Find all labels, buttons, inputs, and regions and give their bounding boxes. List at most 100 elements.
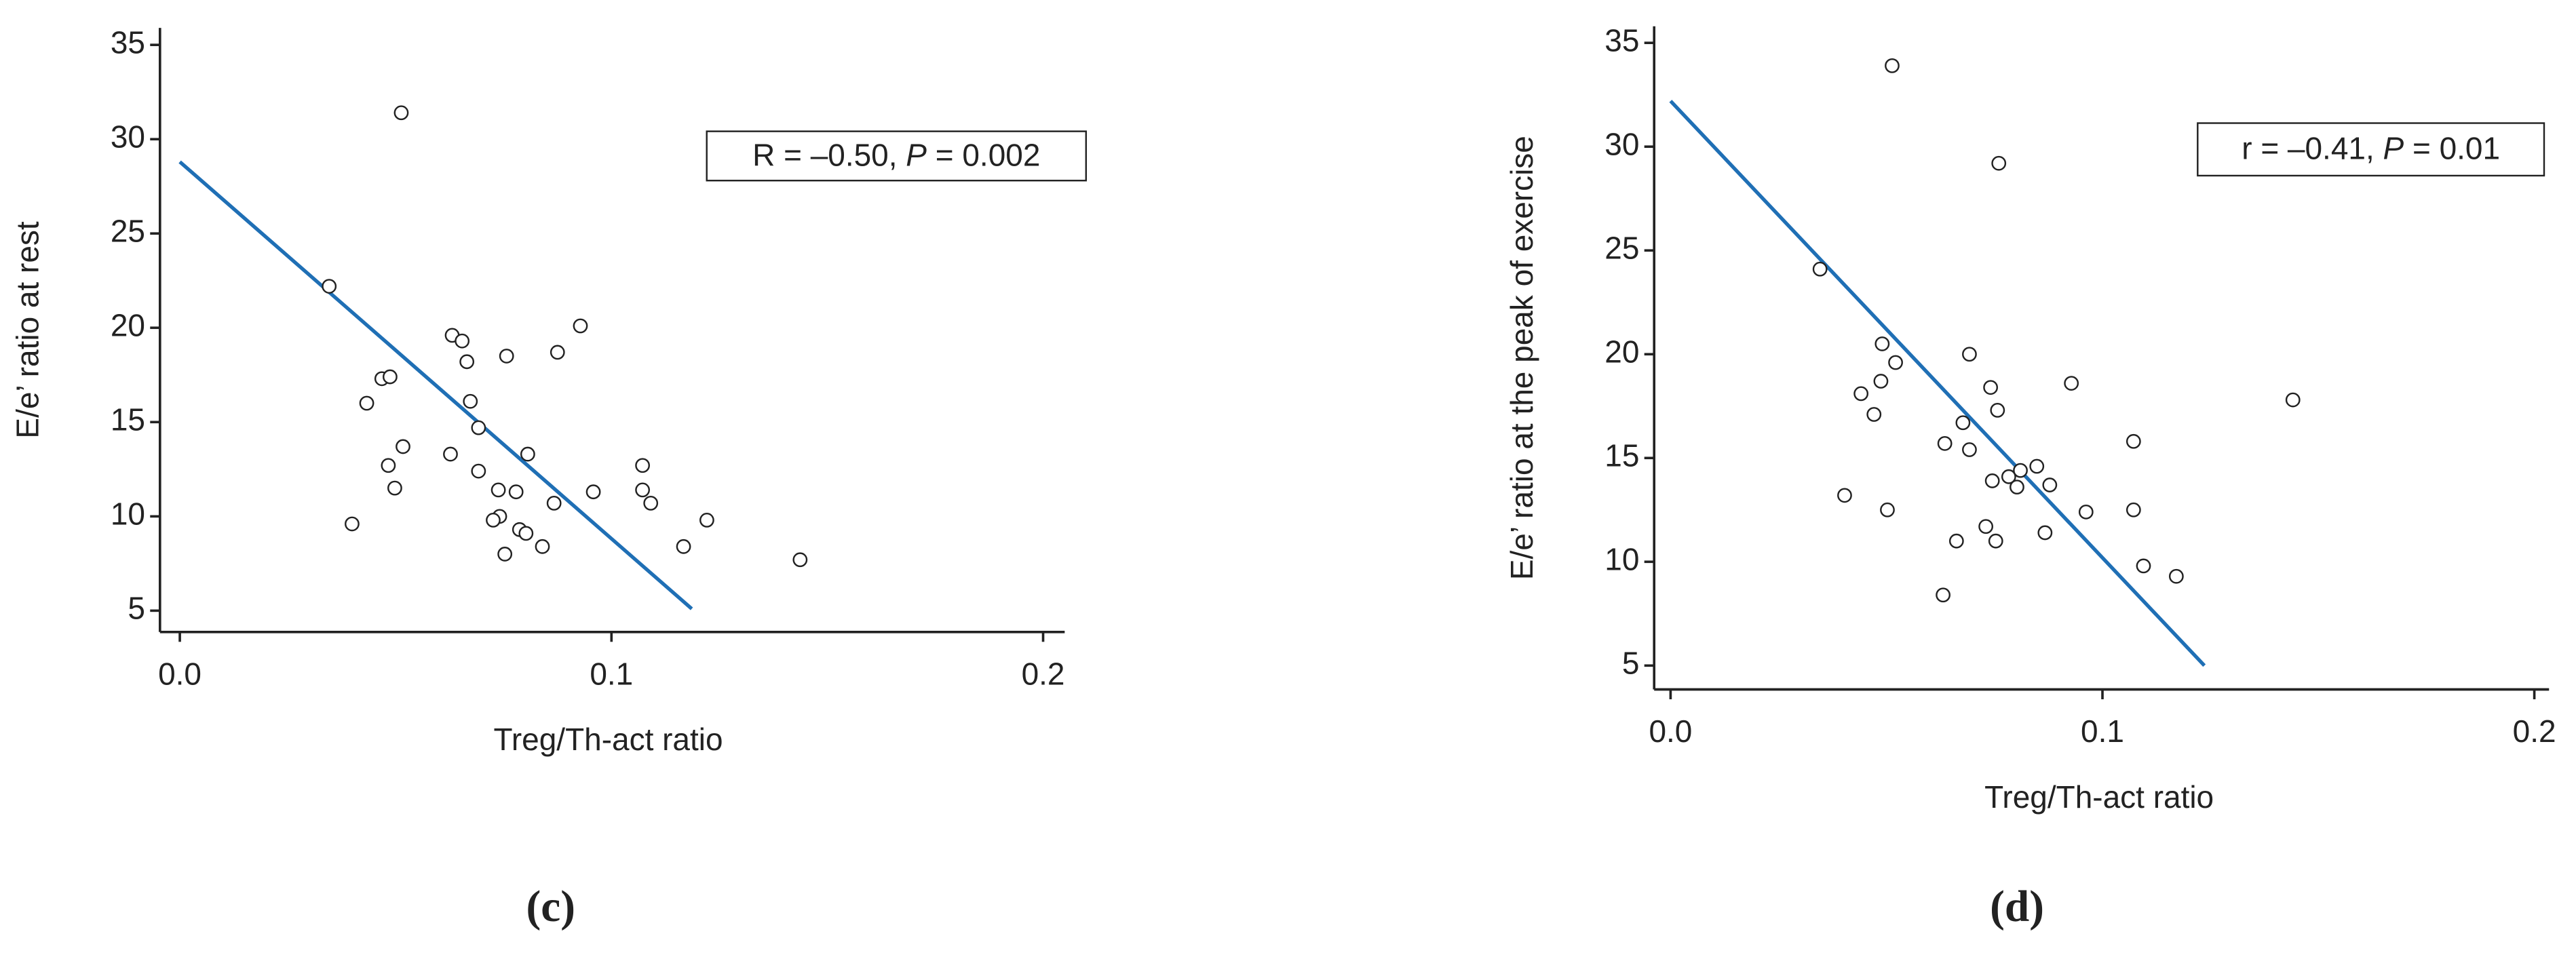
- y-tick-label: 35: [111, 24, 145, 60]
- data-point: [520, 446, 535, 462]
- data-point: [573, 318, 588, 334]
- data-point: [1853, 386, 1869, 402]
- regression-line: [1669, 100, 2206, 667]
- annotation: R = –0.50, P = 0.002: [752, 137, 1040, 172]
- y-tick-label: 25: [111, 213, 145, 248]
- annotation-box: [706, 130, 1088, 182]
- x-tick-label: 0.2: [2513, 714, 2556, 749]
- data-point: [471, 420, 486, 435]
- data-point: [1978, 519, 1994, 534]
- data-point: [2029, 458, 2045, 474]
- y-tick-label: 30: [1604, 126, 1639, 161]
- data-point: [1888, 355, 1903, 370]
- data-point: [1990, 402, 2005, 418]
- data-point: [2013, 463, 2028, 478]
- data-point: [2285, 392, 2301, 408]
- data-point: [699, 513, 714, 528]
- y-tick-label: 10: [1604, 541, 1639, 577]
- data-point: [2078, 504, 2094, 520]
- data-point: [550, 345, 565, 360]
- data-point: [518, 526, 534, 541]
- y-tick-label: 25: [1604, 230, 1639, 265]
- data-point: [585, 484, 601, 500]
- data-point: [1936, 587, 1950, 603]
- data-point: [2126, 433, 2141, 449]
- data-point: [497, 547, 513, 562]
- data-point: [1988, 533, 2003, 549]
- x-tick-label: 0.0: [158, 656, 201, 691]
- data-point: [1837, 488, 1852, 503]
- data-point: [1984, 473, 2000, 488]
- y-tick-label: 15: [111, 402, 145, 437]
- data-point: [535, 539, 550, 554]
- data-point: [1880, 502, 1895, 517]
- data-point: [1812, 261, 1828, 277]
- data-point: [443, 446, 458, 462]
- regression-line: [178, 160, 693, 610]
- data-point: [381, 458, 396, 473]
- data-point: [393, 105, 409, 121]
- data-point: [2064, 376, 2079, 391]
- data-point: [1948, 533, 1964, 549]
- y-tick-label: 20: [111, 307, 145, 343]
- data-point: [455, 333, 470, 349]
- x-tick-label: 0.2: [1022, 656, 1065, 691]
- y-tick-label: 30: [111, 119, 145, 154]
- x-tick-label: 0.0: [1649, 714, 1692, 749]
- x-tick-label: 0.1: [2081, 714, 2124, 749]
- data-point: [322, 279, 337, 294]
- data-point: [471, 463, 486, 479]
- data-point: [1885, 58, 1900, 73]
- data-point: [387, 480, 402, 496]
- x-axis-label: Treg/Th-act ratio: [493, 722, 723, 757]
- data-point: [1955, 415, 1971, 431]
- data-point: [1866, 407, 1882, 422]
- data-point: [1962, 347, 1977, 362]
- data-point: [459, 354, 475, 370]
- panel-label: (d): [1990, 882, 2044, 931]
- y-tick-label: 35: [1604, 22, 1639, 58]
- annotation-part: P: [906, 137, 927, 172]
- data-point: [635, 458, 650, 473]
- data-point: [463, 393, 478, 409]
- data-point: [1962, 442, 1977, 457]
- data-point: [345, 516, 360, 532]
- data-point: [499, 349, 514, 364]
- data-point: [383, 369, 398, 385]
- data-point: [2136, 558, 2151, 574]
- data-point: [2001, 469, 2016, 484]
- annotation-part: P: [2383, 131, 2404, 166]
- y-tick-label: 10: [111, 496, 145, 531]
- data-point: [2010, 480, 2024, 495]
- annotation-part: = 0.002: [927, 137, 1040, 172]
- data-point: [491, 482, 506, 498]
- annotation-part: = 0.01: [2404, 131, 2500, 166]
- data-point: [396, 439, 410, 454]
- x-axis-label: Treg/Th-act ratio: [1984, 779, 2214, 815]
- data-point: [792, 552, 808, 568]
- data-point: [486, 513, 501, 528]
- x-tick-label: 0.1: [590, 656, 633, 691]
- data-point: [2126, 502, 2141, 517]
- y-tick-label: 5: [128, 591, 145, 626]
- data-point: [2168, 568, 2184, 584]
- data-point: [643, 495, 659, 511]
- annotation-part: R = –0.50,: [752, 137, 906, 172]
- annotation: r = –0.41, P = 0.01: [2242, 131, 2500, 166]
- data-point: [1873, 374, 1889, 389]
- data-point: [359, 395, 374, 411]
- y-tick-label: 20: [1604, 334, 1639, 369]
- data-point: [2037, 525, 2053, 541]
- data-point: [1983, 380, 1999, 395]
- annotation-box: [2197, 122, 2545, 177]
- data-point: [676, 539, 691, 554]
- y-tick-label: 15: [1604, 437, 1639, 473]
- data-point: [2042, 477, 2058, 492]
- data-point: [1991, 155, 2007, 171]
- data-point: [508, 484, 524, 500]
- y-axis-label: E/e’ ratio at rest: [10, 221, 45, 438]
- annotation-part: r = –0.41,: [2242, 131, 2383, 166]
- data-point: [546, 495, 562, 511]
- data-point: [1875, 336, 1890, 351]
